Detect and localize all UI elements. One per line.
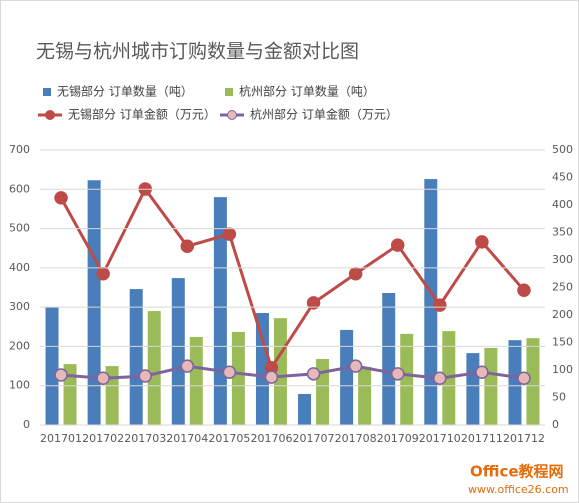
bar: [189, 337, 203, 425]
bar: [382, 293, 396, 425]
x-tick-label: 201701: [40, 432, 82, 445]
y-tick-label: 400: [9, 261, 30, 274]
x-tick-label: 201707: [293, 432, 335, 445]
x-tick-label: 201710: [419, 432, 461, 445]
bar: [466, 353, 480, 425]
y-tick-label: 500: [9, 222, 30, 235]
bar: [147, 311, 161, 425]
watermark: www.office26.com: [468, 483, 569, 496]
watermark: Office教程网: [470, 463, 564, 481]
x-tick-label: 201708: [335, 432, 377, 445]
marker: [306, 367, 321, 381]
bar: [213, 197, 227, 425]
y2-tick-label: 350: [552, 226, 573, 239]
bar: [484, 348, 498, 425]
legend-label: 无锡部分 订单数量（吨）: [57, 84, 193, 99]
legend-label: 杭州部分 订单数量（吨）: [239, 84, 375, 99]
bar: [87, 180, 101, 425]
x-tick-label: 201711: [461, 432, 503, 445]
y2-tick-label: 0: [552, 418, 559, 431]
legend-label: 无锡部分 订单金额（万元）: [68, 107, 216, 122]
bar: [298, 393, 312, 425]
legend-swatch: [227, 110, 237, 120]
y-tick-label: 200: [9, 339, 30, 352]
x-tick-label: 201706: [250, 432, 292, 445]
marker: [222, 365, 237, 379]
y2-tick-label: 250: [552, 281, 573, 294]
bar: [424, 179, 438, 425]
bar: [358, 366, 372, 425]
marker: [517, 371, 531, 385]
chart-title: 无锡与杭州城市订购数量与金额对比图: [36, 41, 359, 63]
y2-tick-label: 450: [552, 171, 573, 184]
bar: [63, 364, 77, 425]
y2-tick-label: 300: [552, 253, 573, 266]
line: [59, 186, 526, 372]
marker: [517, 283, 531, 297]
marker: [180, 239, 195, 253]
marker: [390, 367, 405, 381]
marker: [54, 368, 68, 382]
bar: [400, 333, 414, 425]
bar: [273, 318, 287, 425]
marker: [475, 365, 489, 379]
x-tick-label: 201704: [166, 432, 208, 445]
y-tick-label: 600: [9, 182, 30, 195]
marker: [475, 235, 489, 249]
bar: [526, 338, 540, 425]
marker: [54, 191, 68, 205]
marker: [433, 371, 447, 385]
line: [60, 364, 525, 380]
marker: [264, 370, 279, 384]
marker: [96, 267, 110, 281]
legend-swatch: [45, 110, 55, 120]
x-tick-label: 201702: [82, 432, 124, 445]
marker: [348, 267, 363, 281]
legend-swatch: [43, 88, 51, 96]
legend-swatch: [225, 88, 233, 96]
bar: [231, 331, 245, 425]
bar: [255, 313, 269, 425]
x-tick-label: 201703: [124, 432, 166, 445]
bar: [45, 307, 59, 425]
marker: [96, 371, 110, 385]
marker: [222, 227, 237, 241]
y2-tick-label: 50: [552, 391, 566, 404]
x-tick-label: 201712: [503, 432, 545, 445]
y-tick-label: 0: [23, 418, 30, 431]
marker: [180, 359, 195, 373]
y2-tick-label: 500: [552, 143, 573, 156]
x-tick-label: 201705: [208, 432, 250, 445]
y2-tick-label: 100: [552, 363, 573, 376]
bar: [129, 289, 143, 425]
y-tick-label: 700: [9, 143, 30, 156]
marker: [138, 369, 152, 383]
bar: [171, 278, 185, 425]
x-tick-label: 201709: [377, 432, 419, 445]
marker: [433, 298, 447, 312]
y2-tick-label: 150: [552, 336, 573, 349]
marker: [348, 359, 363, 373]
y2-tick-label: 400: [552, 198, 573, 211]
marker: [390, 238, 405, 252]
y-tick-label: 100: [9, 379, 30, 392]
marker: [306, 296, 321, 310]
legend-label: 杭州部分 订单金额（万元）: [250, 107, 398, 122]
bar: [508, 340, 522, 425]
bar: [340, 329, 354, 425]
y-tick-label: 300: [9, 300, 30, 313]
y2-tick-label: 200: [552, 308, 573, 321]
